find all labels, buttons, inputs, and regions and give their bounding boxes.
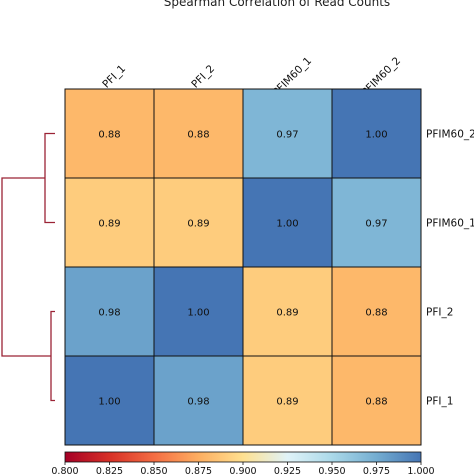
colorbar-tick-label: 1.000: [407, 466, 434, 474]
column-label: PFI_1: [100, 63, 128, 91]
cell-value-label: 0.89: [276, 308, 298, 319]
heatmap-cell: [153, 266, 244, 357]
cell-value-label: 0.89: [276, 397, 298, 408]
heatmap-cell: [153, 88, 244, 179]
row-label: PFI_2: [426, 307, 453, 319]
heatmap-cell: [331, 177, 422, 268]
heatmap-cells: 0.88 0.88 0.97 1.00 0.89 0.89 1.00 0.97 0.98 1.00…: [64, 88, 422, 446]
cell-value-label: 0.89: [187, 219, 209, 230]
heatmap-cell: [153, 355, 244, 446]
heatmap-cell: [242, 177, 333, 268]
row-labels: PFIM60_2 PFIM60_1 PFI_2 PFI_1: [426, 129, 474, 408]
heatmap-cell: [331, 88, 422, 179]
row-label: PFIM60_1: [426, 218, 474, 230]
cell-value-label: 0.88: [98, 130, 120, 141]
cell-value-label: 1.00: [98, 397, 120, 408]
cell-value-label: 0.97: [365, 219, 387, 230]
dendrogram-link: [1, 177, 51, 357]
row-label: PFI_1: [426, 396, 453, 408]
heatmap-cell: [64, 266, 155, 357]
row-dendrogram: [1, 132, 55, 402]
cell-value-label: 1.00: [276, 219, 298, 230]
cell-value-label: 0.89: [98, 219, 120, 230]
colorbar-tick-label: 0.800: [51, 466, 78, 474]
colorbar-tick-label: 0.950: [318, 466, 345, 474]
heatmap-cell: [242, 266, 333, 357]
colorbar-gradient: [64, 451, 422, 463]
heatmap-cell: [331, 355, 422, 446]
cell-value-label: 0.98: [187, 397, 209, 408]
colorbar-tick-label: 0.900: [229, 466, 256, 474]
colorbar-tick-label: 0.850: [140, 466, 167, 474]
column-label: PFI_2: [189, 63, 217, 91]
colorbar-tick-label: 0.875: [185, 466, 212, 474]
cell-value-label: 0.97: [276, 130, 298, 141]
cell-value-label: 1.00: [187, 308, 209, 319]
colorbar-tick-label: 0.925: [274, 466, 301, 474]
dendrogram-link: [50, 310, 55, 402]
colorbar-tick-label: 0.975: [363, 466, 390, 474]
colorbar: 0.800 0.825 0.850 0.875 0.900 0.925 0.950 0.975…: [51, 451, 435, 474]
cell-value-label: 0.88: [365, 308, 387, 319]
heatmap-cell: [64, 88, 155, 179]
heatmap-cell: [331, 266, 422, 357]
chart-title: Spearman Correlation of Read Counts: [164, 0, 390, 9]
row-label: PFIM60_2: [426, 129, 474, 141]
cell-value-label: 0.98: [98, 308, 120, 319]
heatmap-cell: [242, 88, 333, 179]
dendrogram-link: [44, 132, 55, 224]
heatmap-cell: [64, 355, 155, 446]
cell-value-label: 0.88: [365, 397, 387, 408]
cell-value-label: 0.88: [187, 130, 209, 141]
heatmap-cell: [242, 355, 333, 446]
colorbar-tick-label: 0.825: [96, 466, 123, 474]
cell-value-label: 1.00: [365, 130, 387, 141]
